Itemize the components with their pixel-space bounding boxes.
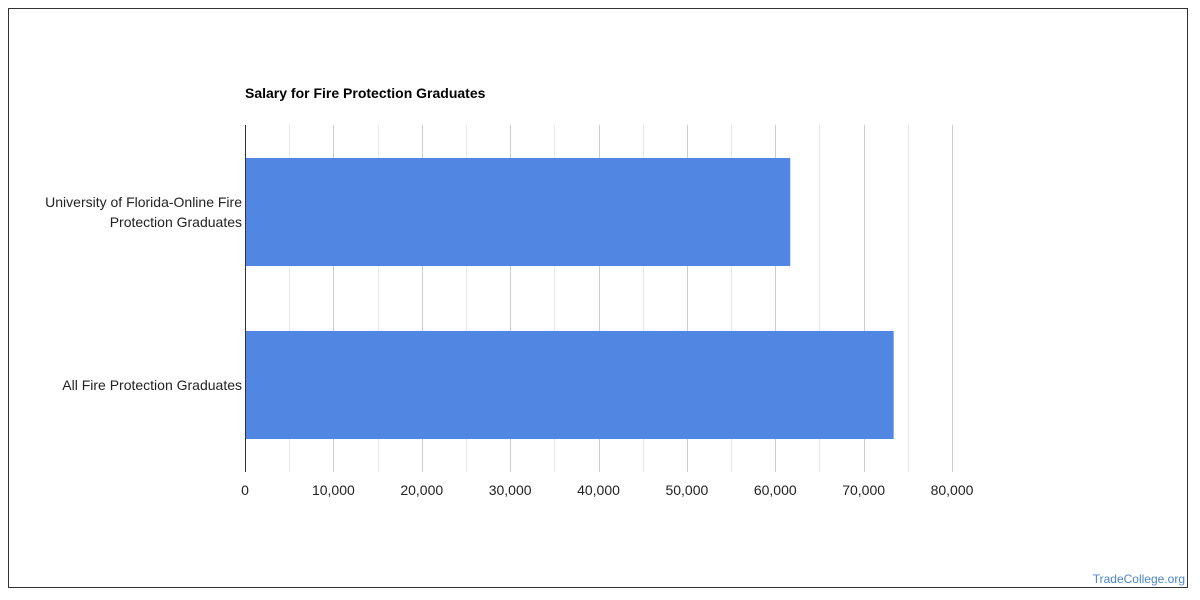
category-label: All Fire Protection Graduates bbox=[62, 377, 242, 393]
x-tick-label: 10,000 bbox=[312, 482, 355, 498]
bar-2 bbox=[245, 331, 894, 439]
chart-title: Salary for Fire Protection Graduates bbox=[245, 85, 486, 101]
x-tick-label: 70,000 bbox=[842, 482, 885, 498]
chart-frame bbox=[8, 8, 1188, 588]
x-tick-label: 50,000 bbox=[665, 482, 708, 498]
x-tick-label: 40,000 bbox=[577, 482, 620, 498]
bar-1 bbox=[245, 158, 791, 266]
x-tick-label: 60,000 bbox=[754, 482, 797, 498]
x-tick-label: 0 bbox=[241, 482, 249, 498]
x-tick-label: 20,000 bbox=[400, 482, 443, 498]
category-label-line: Protection Graduates bbox=[110, 214, 242, 230]
bars bbox=[245, 158, 894, 439]
x-tick-label: 80,000 bbox=[931, 482, 974, 498]
category-label-line: All Fire Protection Graduates bbox=[62, 377, 242, 393]
category-label-line: University of Florida-Online Fire bbox=[45, 194, 242, 210]
labels: 0 10,000 20,000 30,000 40,000 50,000 60,000 70,… bbox=[45, 194, 973, 498]
x-tick-label: 30,000 bbox=[489, 482, 532, 498]
category-label: University of Florida-Online Fire Protect… bbox=[45, 194, 242, 230]
watermark-link[interactable]: TradeCollege.org bbox=[1092, 572, 1185, 586]
